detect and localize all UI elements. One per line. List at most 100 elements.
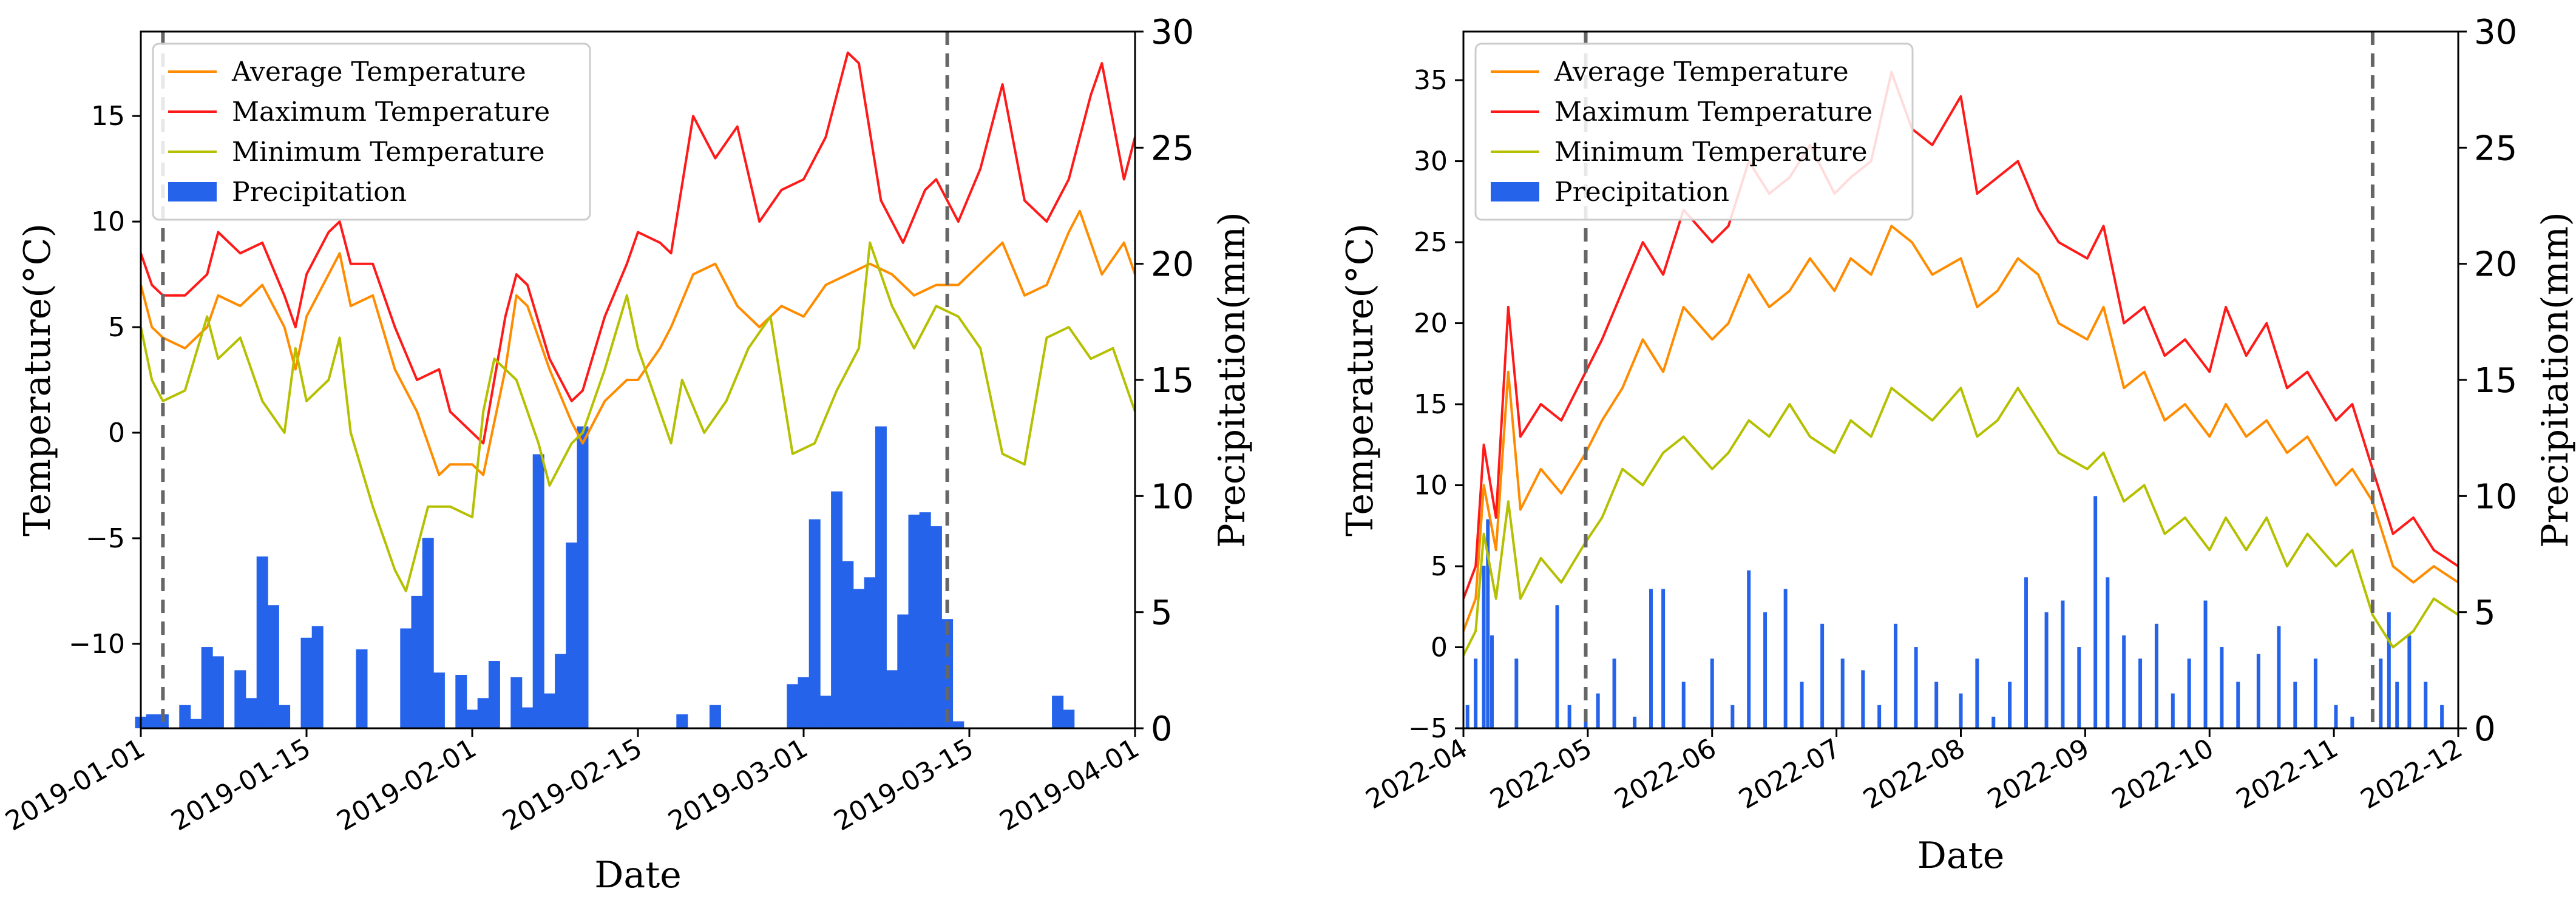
y-right-axis-title: Precipitation(mm) <box>2534 212 2576 548</box>
legend-box <box>1474 42 1914 221</box>
x-axis-title: Date <box>594 854 682 896</box>
precip-bar <box>1486 519 1490 728</box>
precip-bar <box>1934 682 1939 728</box>
precip-bar <box>577 426 589 728</box>
x-tick-label: 2019-01-01 <box>1 733 151 837</box>
precip-bar <box>897 614 909 728</box>
precip-bar <box>842 561 854 728</box>
y-left-tick-label: 15 <box>91 101 125 132</box>
precip-bar <box>1763 612 1768 728</box>
precip-bar <box>1877 705 1882 728</box>
y-left-tick-label: 35 <box>1414 65 1448 96</box>
precip-bar <box>2203 600 2208 728</box>
y-right-tick-label: 5 <box>1151 594 1173 633</box>
y-right-axis-title: Precipitation(mm) <box>1211 212 1253 548</box>
precip-bar <box>1820 623 1825 728</box>
series-line-min <box>140 241 1136 592</box>
y-left-axis-title: Temperature(°C) <box>1339 223 1381 537</box>
x-tick-label: 2022-08 <box>1858 733 1970 815</box>
precip-bar <box>886 670 898 728</box>
x-tick-label: 2022-07 <box>1734 733 1846 815</box>
precip-bar <box>256 556 268 728</box>
precip-bar <box>1991 716 1996 728</box>
y-right-tick-label: 0 <box>2474 709 2496 749</box>
precip-bar <box>555 654 567 728</box>
x-tick-label: 2022-11 <box>2231 733 2344 815</box>
precip-bar <box>831 491 843 728</box>
precip-bar <box>543 693 555 728</box>
y-left-tick-label: 10 <box>1414 470 1448 501</box>
precip-bar <box>311 626 324 728</box>
legend-swatch-bar <box>1491 182 1539 201</box>
chart-left: −10 −5 0 5 10 15 0 5 10 15 20 25 30 2019-01-01 2019-01… <box>1 13 1253 896</box>
x-tick-label: 2022-10 <box>2107 733 2219 815</box>
series-line-avg <box>1462 225 2459 632</box>
y-left-tick-label: 0 <box>1431 632 1448 663</box>
precip-bar <box>532 454 544 728</box>
precip-bar <box>787 684 799 728</box>
precip-bar <box>1063 709 1075 728</box>
x-axis-title: Date <box>1917 834 2005 877</box>
precip-bar <box>2293 682 2297 728</box>
precip-bar <box>279 705 291 728</box>
precip-bar <box>864 577 876 728</box>
precip-bar <box>2044 612 2049 728</box>
x-tick-label: 2019-03-15 <box>829 733 979 837</box>
precip-bar <box>356 649 368 728</box>
y-left-axis-title: Temperature(°C) <box>16 223 59 537</box>
x-tick-label: 2019-03-01 <box>663 733 813 837</box>
precip-bar <box>566 542 578 728</box>
precip-bar <box>422 538 434 728</box>
precip-bar <box>1975 658 1979 728</box>
precip-bar <box>819 696 832 728</box>
precip-bar <box>300 637 313 728</box>
precip-bar <box>212 656 224 728</box>
series-line-min <box>1462 387 2459 656</box>
y-left-tick-label: −10 <box>69 629 125 660</box>
legend: Average Temperature Maximum Temperature Mi… <box>152 42 591 221</box>
y-left-tick-label: 20 <box>1414 308 1448 339</box>
precip-bar <box>1514 658 1519 728</box>
legend-label: Precipitation <box>232 177 407 208</box>
precip-bar <box>2334 705 2338 728</box>
precip-bar <box>2077 647 2081 728</box>
legend-label: Average Temperature <box>1554 56 1849 87</box>
y-right-tick-label: 15 <box>1151 361 1194 401</box>
precip-bar <box>798 677 810 728</box>
legend-label: Minimum Temperature <box>1554 137 1868 168</box>
precip-bar <box>488 661 500 728</box>
y-right-tick-label: 30 <box>1151 13 1194 52</box>
x-tick-label: 2022-12 <box>2356 733 2468 815</box>
precip-bar <box>2138 658 2143 728</box>
precip-bar <box>2387 612 2391 728</box>
x-tick-label: 2022-04 <box>1361 733 1473 815</box>
precip-bar <box>1861 670 1865 728</box>
x-tick-label: 2019-02-01 <box>332 733 482 837</box>
precip-bar <box>2106 577 2110 728</box>
series-line-max <box>140 51 1136 445</box>
y-left-tick-label: −5 <box>86 523 125 554</box>
y-left-tick-label: 5 <box>1431 551 1448 582</box>
precip-bar <box>919 512 931 728</box>
precip-bar <box>1894 623 1898 728</box>
precip-bar <box>1747 570 1751 728</box>
x-tick-label: 2022-06 <box>1610 733 1722 815</box>
y-right-tick-label: 10 <box>1151 477 1194 516</box>
y-left-tick-label: 15 <box>1414 389 1448 420</box>
precip-bar <box>2122 635 2126 728</box>
y-right-tick-label: 25 <box>1151 129 1194 168</box>
precip-bar <box>1596 693 1600 728</box>
precip-bar <box>808 519 821 728</box>
y-right-tick-label: 15 <box>2474 361 2517 401</box>
precip-bar <box>2440 705 2444 728</box>
precip-bar <box>2313 658 2317 728</box>
precip-bar <box>2407 635 2412 728</box>
y-right-tick-label: 25 <box>2474 129 2517 168</box>
x-tick-label: 2022-09 <box>1982 733 2095 815</box>
legend-label: Minimum Temperature <box>232 137 545 168</box>
precip-bar <box>2220 647 2224 728</box>
precip-bar <box>2256 654 2260 728</box>
precip-bar <box>2008 682 2012 728</box>
x-tick-label: 2019-04-01 <box>995 733 1145 837</box>
precip-bar <box>1474 658 1478 728</box>
